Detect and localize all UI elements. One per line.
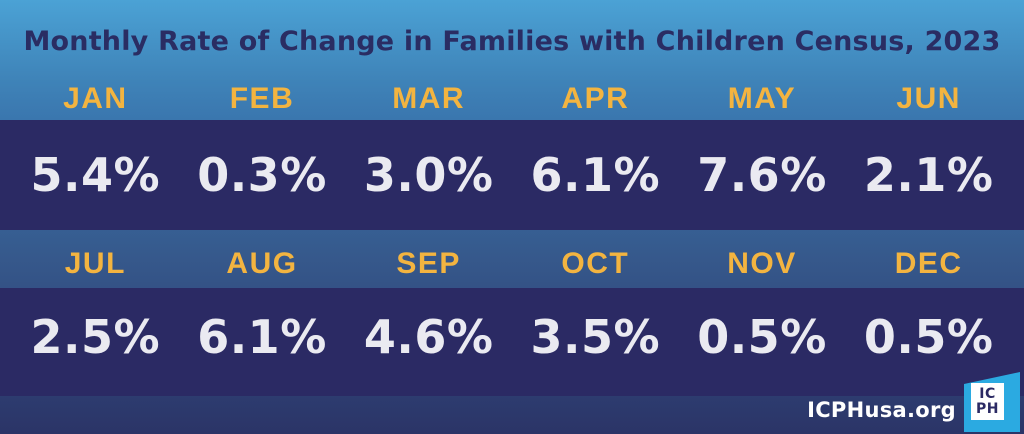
value-label: 4.6% — [363, 310, 494, 364]
value-label: 0.5% — [697, 310, 827, 364]
icph-logo-line2: PH — [976, 400, 999, 417]
month-label: NOV — [727, 247, 797, 280]
values-band-2 — [0, 288, 1024, 396]
values-band-1 — [0, 120, 1024, 230]
value-label: 6.1% — [530, 148, 661, 202]
values-row-jul-dec: 2.5% 6.1% 4.6% 3.5% 0.5% 0.5% — [12, 310, 1012, 364]
months-row-jul-dec: JUL AUG SEP OCT NOV DEC — [12, 247, 1012, 281]
month-label: MAY — [727, 82, 797, 115]
values-row-jan-jun: 5.4% 0.3% 3.0% 6.1% 7.6% 2.1% — [12, 148, 1012, 202]
page-title: Monthly Rate of Change in Families with … — [23, 26, 1001, 57]
month-label: SEP — [396, 247, 461, 280]
value-label: 6.1% — [197, 310, 327, 364]
month-label: DEC — [894, 247, 963, 280]
months-row-jan-jun: JAN FEB MAR APR MAY JUN — [12, 82, 1012, 116]
month-label: FEB — [229, 82, 295, 115]
month-label: JUN — [896, 82, 961, 115]
value-label: 7.6% — [697, 148, 827, 202]
icph-logo: IC PH — [964, 372, 1020, 432]
month-label: AUG — [226, 247, 298, 280]
value-label: 3.5% — [530, 310, 661, 364]
month-label: MAR — [392, 82, 466, 115]
month-label: APR — [561, 82, 630, 115]
value-label: 2.5% — [30, 310, 161, 364]
value-label: 3.0% — [363, 148, 494, 202]
value-label: 2.1% — [863, 148, 994, 202]
month-label: JAN — [63, 82, 128, 115]
website-url: ICPHusa.org — [807, 398, 956, 422]
value-label: 0.3% — [197, 148, 327, 202]
value-label: 0.5% — [863, 310, 994, 364]
month-label: JUL — [64, 247, 126, 280]
value-label: 5.4% — [30, 148, 161, 202]
month-label: OCT — [561, 247, 630, 280]
icph-logo-monogram: IC PH — [971, 383, 1004, 420]
icph-logo-line1: IC — [979, 385, 996, 402]
